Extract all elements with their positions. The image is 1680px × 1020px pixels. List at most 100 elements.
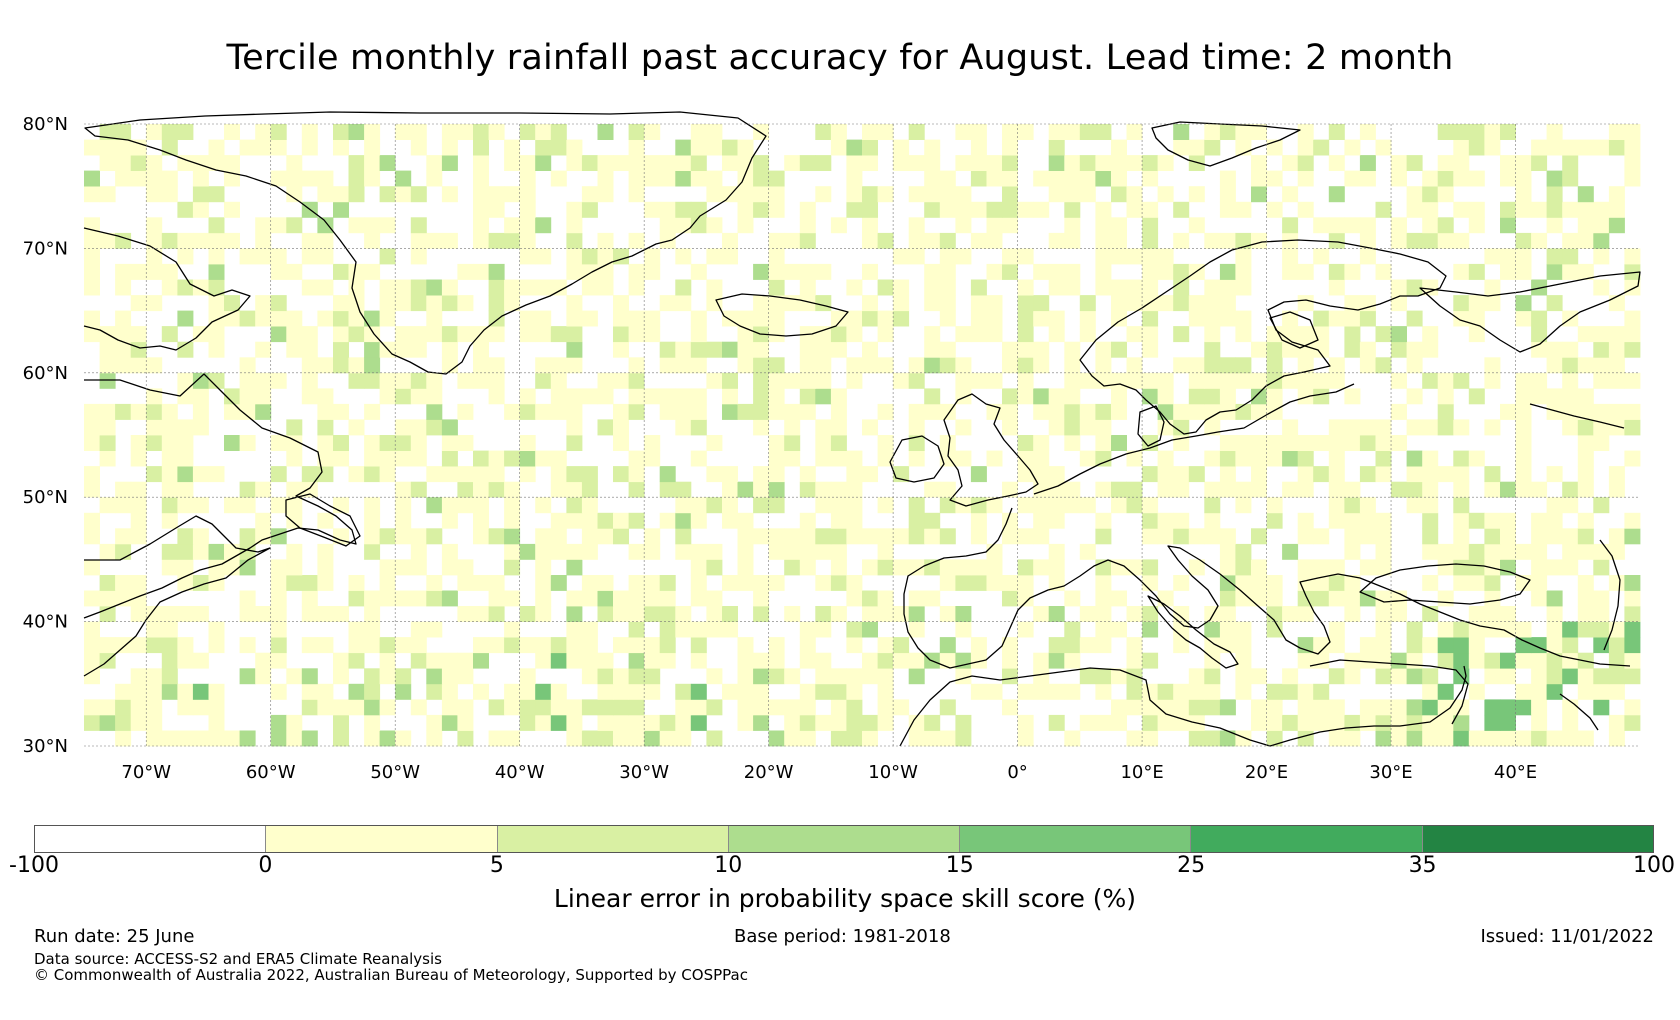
skill-cell: [1437, 730, 1454, 747]
skill-cell: [1546, 357, 1563, 374]
skill-cell: [597, 232, 614, 249]
skill-cell: [146, 606, 163, 622]
skill-cell: [550, 403, 567, 420]
skill-cell: [737, 683, 754, 700]
skill-cell: [862, 621, 878, 638]
skill-cell: [628, 326, 645, 343]
skill-cell: [1531, 232, 1548, 249]
skill-cell: [473, 217, 489, 234]
skill-cell: [753, 263, 770, 280]
skill-cell: [566, 201, 583, 218]
skill-cell: [177, 497, 194, 514]
skill-cell: [286, 170, 303, 187]
skill-cell: [1048, 419, 1065, 436]
skill-cell: [1344, 575, 1361, 591]
skill-cell: [146, 357, 163, 374]
skill-cell: [208, 295, 225, 312]
skill-cell: [722, 512, 738, 529]
skill-cell: [597, 279, 614, 296]
skill-cell: [970, 575, 987, 591]
skill-cell: [1608, 481, 1625, 498]
skill-cell: [815, 606, 832, 622]
skill-cell: [457, 372, 474, 389]
skill-cell: [1126, 699, 1143, 716]
colorbar-tick-label: -100: [9, 853, 59, 878]
skill-cell: [1126, 730, 1143, 747]
skill-cell: [270, 263, 287, 280]
coastline-ireland: [889, 435, 945, 483]
skill-cell: [208, 139, 225, 156]
skill-cell: [955, 714, 972, 731]
skill-cell: [441, 559, 458, 576]
skill-cell: [1048, 575, 1065, 591]
skill-cell: [862, 139, 878, 156]
skill-cell: [1219, 388, 1236, 405]
skill-cell: [1111, 435, 1127, 451]
skill-cell: [1453, 124, 1470, 140]
skill-cell: [628, 730, 645, 747]
skill-cell: [1048, 683, 1065, 700]
skill-cell: [177, 606, 194, 622]
skill-cell: [1500, 559, 1516, 576]
skill-cell: [161, 668, 178, 685]
skill-cell: [364, 357, 381, 374]
skill-cell: [1157, 466, 1174, 483]
skill-cell: [519, 279, 536, 296]
skill-cell: [644, 714, 661, 731]
skill-cell: [286, 450, 303, 467]
skill-cell: [426, 232, 443, 249]
skill-cell: [862, 341, 878, 358]
skill-cell: [1173, 637, 1190, 654]
skill-cell: [1359, 248, 1376, 265]
skill-cell: [348, 124, 365, 140]
skill-cell: [1142, 559, 1159, 576]
skill-cell: [939, 497, 956, 514]
skill-cell: [1359, 419, 1376, 436]
skill-cell: [286, 263, 303, 280]
skill-cell: [1017, 248, 1034, 265]
skill-cell: [877, 606, 894, 622]
skill-cell: [1406, 388, 1423, 405]
skill-cell: [1344, 730, 1361, 747]
skill-cell: [1297, 637, 1314, 654]
skill-cell: [1313, 559, 1330, 576]
skill-cell: [659, 512, 676, 529]
skill-cell: [846, 326, 863, 343]
skill-cell: [84, 466, 100, 483]
skill-cell: [364, 263, 381, 280]
skill-cell: [1608, 124, 1625, 140]
skill-cell: [1406, 699, 1423, 716]
skill-cell: [1484, 481, 1501, 498]
skill-cell: [862, 310, 878, 327]
skill-cell: [877, 543, 894, 560]
skill-cell: [550, 388, 567, 405]
skill-cell: [410, 699, 427, 716]
skill-cell: [1500, 217, 1516, 234]
skill-cell: [1328, 263, 1345, 280]
skill-cell: [893, 637, 910, 654]
skill-cell: [364, 590, 381, 607]
skill-cell: [1095, 403, 1112, 420]
skill-cell: [333, 450, 349, 467]
skill-cell: [441, 683, 458, 700]
latitude-label: 50°N: [23, 487, 68, 508]
skill-cell: [208, 637, 225, 654]
skill-cell: [1313, 217, 1330, 234]
coastline-baffin: [83, 227, 251, 351]
skill-cell: [1500, 528, 1516, 545]
skill-cell: [690, 575, 707, 591]
skill-cell: [1359, 310, 1376, 327]
skill-cell: [690, 714, 707, 731]
skill-cell: [815, 621, 832, 638]
skill-cell: [1577, 201, 1594, 218]
colorbar-tick-label: 35: [1408, 853, 1437, 878]
skill-cell: [1391, 435, 1407, 451]
skill-cell: [364, 683, 381, 700]
skill-cell: [1111, 155, 1127, 171]
colorbar-tick-label: 100: [1633, 853, 1675, 878]
skill-cell: [1235, 637, 1252, 654]
skill-cell: [1328, 155, 1345, 171]
skill-cell: [722, 621, 738, 638]
skill-cell: [830, 403, 847, 420]
skill-cell: [799, 683, 816, 700]
